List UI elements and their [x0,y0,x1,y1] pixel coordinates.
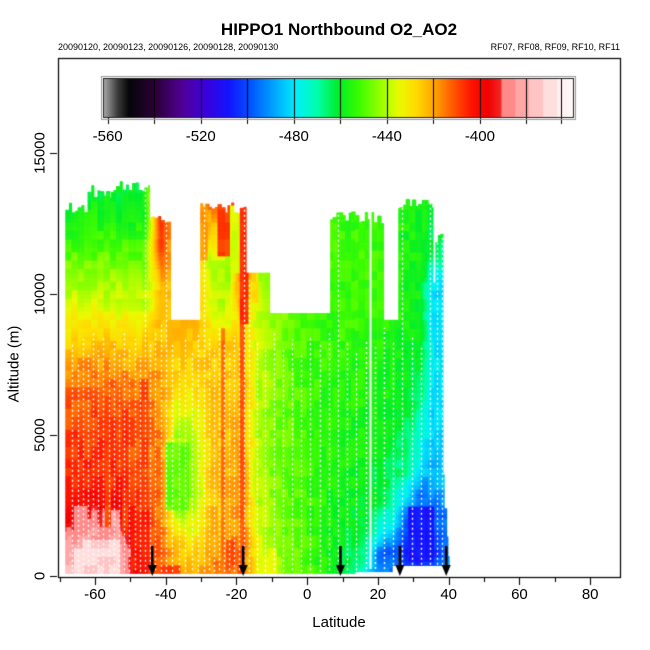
chart-title: HIPPO1 Northbound O2_AO2 [220,20,458,39]
x-axis-title: Latitude [312,614,366,631]
colorbar-tick-label: -560 [92,128,123,145]
colorbar-tick-label: -440 [371,128,402,145]
x-tick-label: -20 [225,586,248,603]
colorbar-tick-label: -520 [185,128,216,145]
flight-dates: 20090120, 20090123, 20090126, 20090128, … [58,42,279,52]
colorbar-tick-label: -400 [464,128,495,145]
x-tick-label: -60 [84,586,106,603]
x-tick-label: -40 [154,586,177,603]
y-tick-label: 5000 [31,418,49,452]
y-tick-label: 10000 [31,273,49,315]
x-tick-label: 80 [581,586,599,603]
x-tick-label: 40 [440,586,458,603]
colorbar-tick-label: -480 [278,128,309,145]
y-tick-label: 15000 [31,131,49,174]
flight-numbers: RF07, RF08, RF09, RF10, RF11 [490,42,620,52]
x-tick-label: 60 [511,586,528,603]
x-tick-label: 0 [303,586,312,603]
y-tick-label: 0 [31,571,49,581]
y-axis-title: Altitude (m) [5,325,23,403]
x-tick-label: 20 [369,586,387,603]
